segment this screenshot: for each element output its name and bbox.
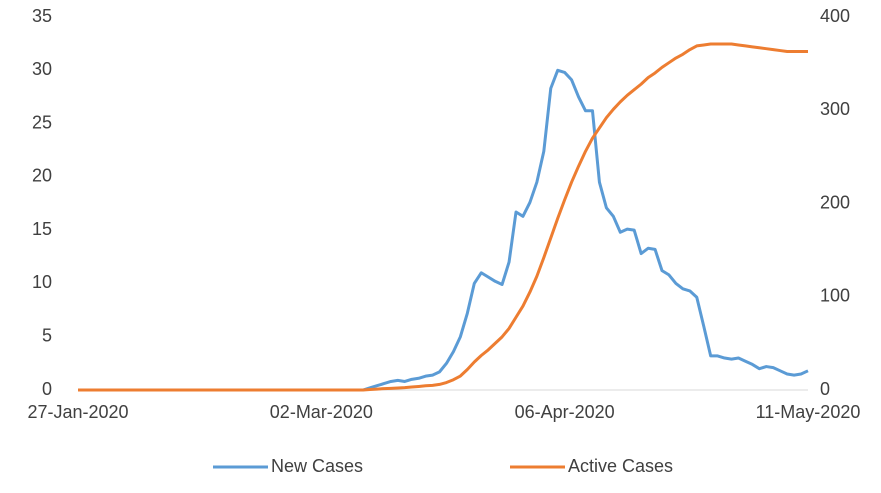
y2-tick-label: 200 xyxy=(820,192,850,212)
y2-tick-label: 300 xyxy=(820,99,850,119)
x-tick-label: 27-Jan-2020 xyxy=(27,402,128,422)
y-tick-label: 25 xyxy=(32,112,52,132)
y2-tick-label: 400 xyxy=(820,6,850,26)
series-line xyxy=(78,68,809,392)
y-tick-label: 15 xyxy=(32,219,52,239)
y-tick-label: 0 xyxy=(42,379,52,399)
legend-label: New Cases xyxy=(271,456,363,476)
legend-label: Active Cases xyxy=(568,456,673,476)
x-tick-label: 06-Apr-2020 xyxy=(515,402,615,422)
y2-tick-label: 100 xyxy=(820,286,850,306)
y-tick-label: 20 xyxy=(32,166,52,186)
y-tick-label: 30 xyxy=(32,59,52,79)
x-tick-label: 11-May-2020 xyxy=(756,402,861,422)
y-tick-label: 35 xyxy=(32,6,52,26)
x-tick-label: 02-Mar-2020 xyxy=(270,402,373,422)
y-tick-label: 5 xyxy=(42,325,52,345)
series-line xyxy=(78,42,808,392)
y-tick-label: 10 xyxy=(32,272,52,292)
y2-tick-label: 0 xyxy=(820,379,830,399)
